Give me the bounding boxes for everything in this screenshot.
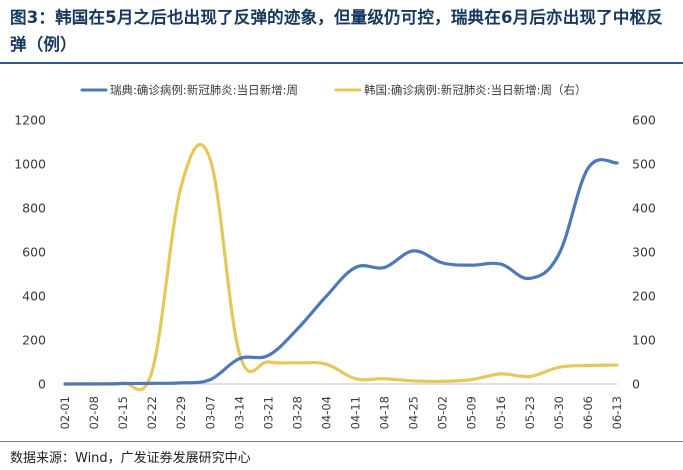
data-point-korea — [383, 377, 386, 381]
data-point-sweden — [208, 378, 212, 381]
data-point-sweden — [383, 266, 386, 269]
chart-title: 图3：韩国在5月之后也出现了反弹的迹象，但量级仍可控，瑞典在6月后亦出现了中枢反… — [10, 8, 663, 54]
right-y-tick-label: 600 — [632, 113, 656, 128]
data-point-sweden — [296, 327, 299, 331]
x-tick-label: 02-29 — [174, 396, 188, 429]
data-point-korea — [325, 362, 328, 366]
x-tick-label: 04-18 — [378, 396, 392, 429]
data-point-sweden — [441, 261, 445, 265]
left-y-tick-label: 1000 — [14, 157, 46, 172]
data-point-sweden — [266, 354, 270, 357]
data-point-korea — [412, 379, 416, 383]
source-note: 数据来源：Wind，广发证券发展研究中心 — [10, 451, 251, 466]
data-point-korea — [179, 184, 183, 188]
data-point-korea — [266, 360, 270, 364]
data-point-korea — [615, 363, 619, 367]
data-point-korea — [441, 379, 445, 383]
legend-label-korea: 韩国:确诊病例:新冠肺炎:当日新增:周（右） — [364, 83, 587, 97]
x-axis: 02-01 02-08 02-15 02-22 02-29 03-07 03-14 03-21… — [58, 383, 624, 429]
left-y-tick-label: 1200 — [14, 113, 46, 128]
data-point-sweden — [63, 382, 67, 386]
right-y-tick-label: 400 — [632, 201, 656, 216]
x-tick-label: 02-01 — [58, 396, 72, 429]
data-point-sweden — [499, 262, 503, 266]
series-layer — [63, 143, 619, 392]
data-point-korea — [557, 365, 561, 369]
source-divider — [0, 441, 683, 442]
right-y-axis: 0 100 200 300 400 500 600 — [632, 113, 656, 392]
x-tick-label: 05-16 — [494, 396, 508, 429]
right-y-tick-label: 200 — [632, 289, 656, 304]
data-point-korea — [150, 369, 154, 373]
x-tick-label: 03-14 — [232, 396, 246, 429]
x-tick-label: 02-08 — [87, 396, 101, 429]
left-y-tick-label: 400 — [22, 289, 46, 304]
right-y-tick-label: 300 — [632, 245, 656, 260]
left-y-tick-label: 0 — [38, 377, 46, 392]
series-line-korea — [63, 143, 619, 392]
x-tick-label: 06-06 — [581, 396, 595, 429]
data-point-korea — [354, 377, 357, 381]
series-line-sweden — [63, 158, 619, 386]
left-y-axis: 0 200 400 600 800 1000 1200 — [14, 113, 46, 392]
x-tick-label: 04-11 — [349, 396, 363, 429]
left-y-tick-label: 600 — [22, 245, 46, 260]
x-tick-label: 03-21 — [261, 396, 275, 429]
data-point-korea — [237, 351, 241, 355]
chart-legend: 瑞典:确诊病例:新冠肺炎:当日新增:周 韩国:确诊病例:新冠肺炎:当日新增:周（… — [80, 83, 587, 97]
data-point-korea — [528, 375, 532, 378]
right-y-tick-label: 100 — [632, 333, 656, 348]
data-point-sweden — [557, 252, 561, 256]
data-point-sweden — [470, 263, 474, 267]
data-point-sweden — [179, 381, 183, 385]
data-point-sweden — [412, 249, 416, 253]
data-point-korea — [586, 364, 590, 367]
data-point-korea — [470, 378, 474, 381]
dual-axis-line-chart: 瑞典:确诊病例:新冠肺炎:当日新增:周 韩国:确诊病例:新冠肺炎:当日新增:周（… — [14, 83, 656, 429]
data-point-sweden — [150, 381, 154, 385]
legend-label-sweden: 瑞典:确诊病例:新冠肺炎:当日新增:周 — [110, 83, 298, 97]
data-point-korea — [499, 372, 503, 376]
title-divider — [0, 62, 683, 64]
data-point-korea — [296, 361, 299, 365]
left-y-tick-label: 800 — [22, 201, 46, 216]
right-y-tick-label: 0 — [632, 377, 640, 392]
data-point-sweden — [121, 382, 125, 385]
data-point-sweden — [615, 161, 619, 165]
data-point-sweden — [237, 357, 241, 361]
data-point-sweden — [586, 167, 590, 170]
data-point-sweden — [325, 294, 328, 298]
x-tick-label: 04-25 — [407, 396, 421, 429]
data-point-korea — [208, 158, 212, 162]
x-tick-label: 05-23 — [523, 396, 537, 429]
x-tick-label: 04-04 — [319, 396, 333, 429]
data-point-sweden — [92, 382, 96, 386]
data-point-sweden — [528, 277, 532, 280]
x-tick-label: 03-07 — [203, 396, 217, 429]
x-tick-label: 03-28 — [290, 396, 304, 429]
right-y-tick-label: 500 — [632, 157, 656, 172]
x-tick-label: 02-22 — [145, 396, 159, 429]
x-tick-label: 02-15 — [116, 396, 130, 429]
data-point-sweden — [354, 266, 357, 269]
x-tick-label: 06-13 — [610, 396, 624, 429]
x-tick-label: 05-02 — [436, 396, 450, 429]
left-y-tick-label: 200 — [22, 333, 46, 348]
x-tick-label: 05-30 — [552, 396, 566, 429]
x-tick-label: 05-09 — [465, 396, 479, 429]
